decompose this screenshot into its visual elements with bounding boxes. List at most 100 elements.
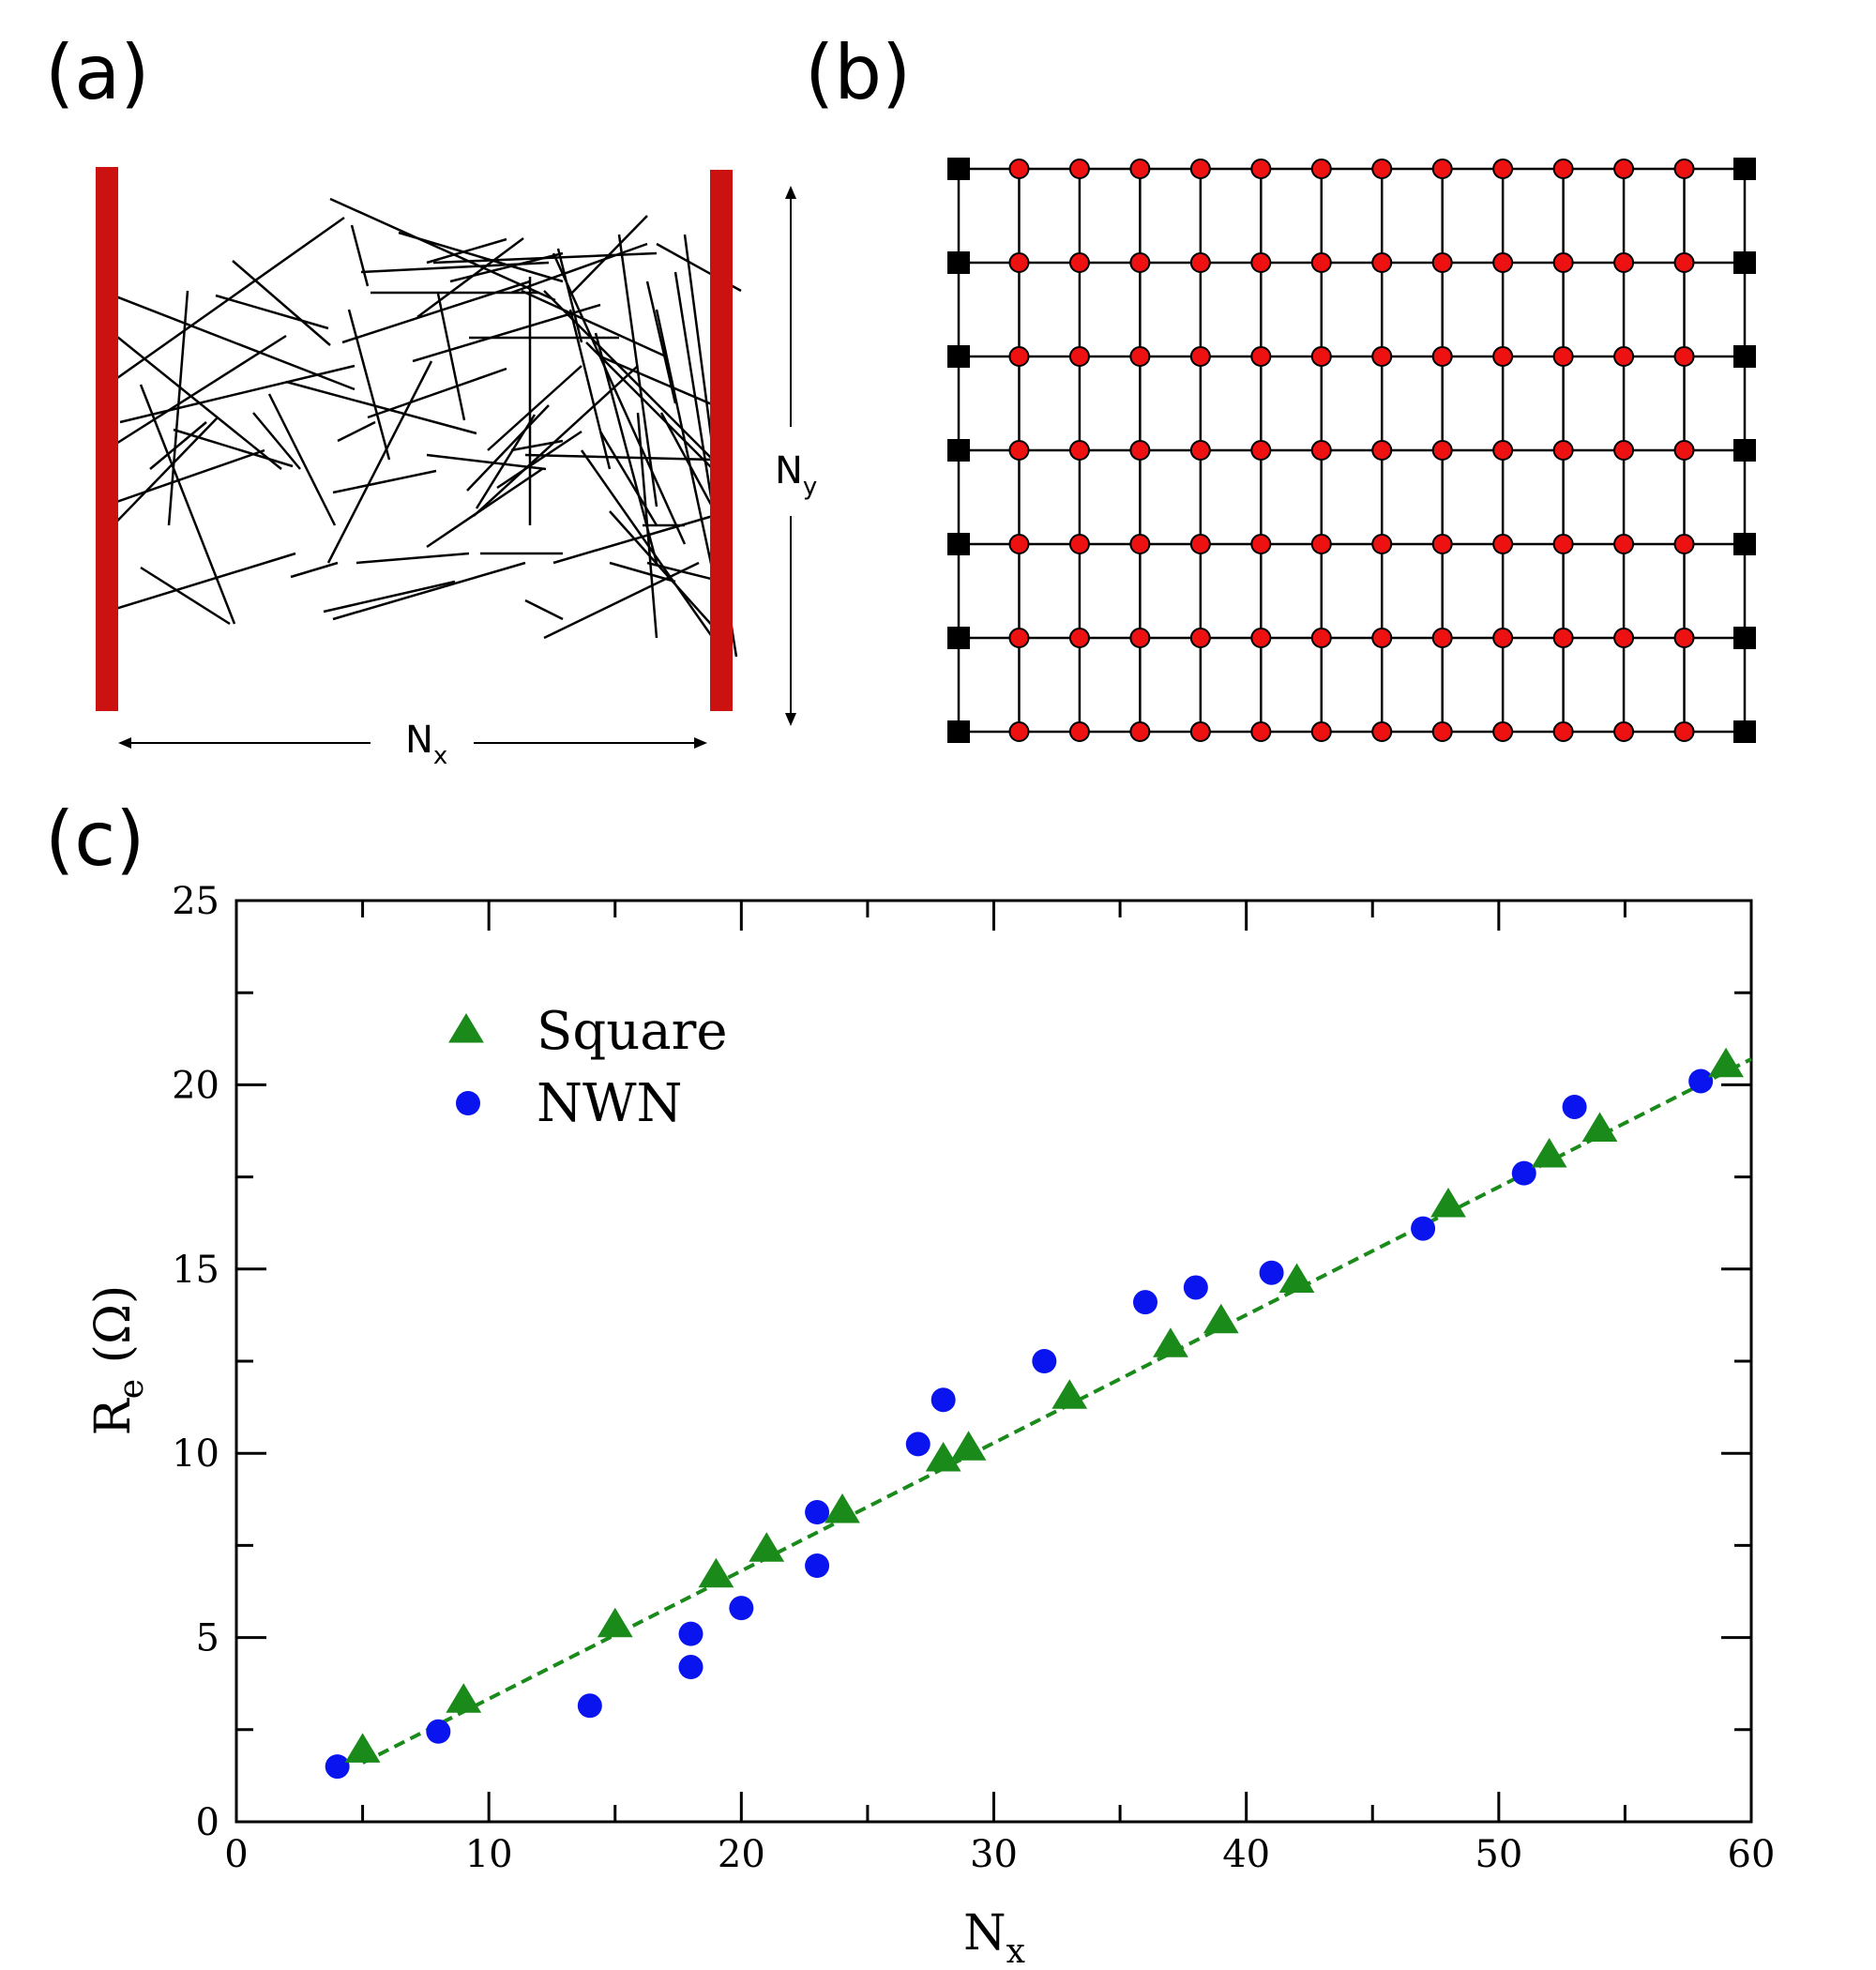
nanowire-74	[449, 251, 564, 283]
nanowire-11	[173, 428, 294, 468]
x-tick-label: 10	[465, 1833, 513, 1876]
nanowire-42	[543, 290, 714, 461]
lattice-node	[1189, 628, 1211, 648]
square-lattice-diagram	[947, 158, 1756, 743]
nanowire-8	[112, 552, 296, 612]
nanowire-43	[556, 248, 583, 343]
nwn-point-6	[805, 1553, 830, 1579]
lattice-node	[1431, 159, 1453, 179]
lattice-node	[1673, 346, 1695, 367]
legend: Square NWN	[448, 1001, 728, 1134]
lattice-node	[1189, 159, 1211, 179]
nanowire-61	[598, 431, 658, 526]
nanowire-12	[232, 260, 331, 346]
lattice-node	[1552, 440, 1574, 461]
lattice-node	[1431, 534, 1453, 554]
ny-label: Ny	[775, 449, 817, 501]
nanowire-75	[646, 561, 723, 583]
lattice-node	[1129, 534, 1151, 554]
nwn-point-17	[1688, 1068, 1714, 1094]
lattice-node	[1129, 440, 1151, 461]
lattice-node	[1492, 721, 1514, 742]
lattice-node	[1310, 534, 1332, 554]
nanowire-16	[323, 580, 456, 614]
square-point-8	[1051, 1379, 1088, 1409]
lattice-node	[1613, 159, 1635, 179]
lattice-node	[1310, 346, 1332, 367]
lattice-node	[1613, 628, 1635, 648]
lattice-node	[1129, 159, 1151, 179]
nanowire-68	[290, 561, 339, 579]
lattice-node	[1431, 440, 1453, 461]
square-point-14	[1581, 1112, 1618, 1142]
lattice-node	[1250, 628, 1272, 648]
nanowire-1	[100, 216, 345, 391]
legend-square-marker	[448, 1013, 484, 1043]
square-point-9	[1153, 1327, 1188, 1357]
lattice-node	[1371, 721, 1393, 742]
lattice-node	[1492, 159, 1514, 179]
nanowire-66	[356, 552, 470, 565]
nwn-point-15	[1511, 1160, 1536, 1186]
lattice-node	[1492, 440, 1514, 461]
nwn-point-11	[1133, 1290, 1157, 1315]
nanowire-30	[326, 360, 433, 564]
nanowire-39	[524, 453, 714, 462]
nanowire-41	[552, 252, 687, 545]
nanowire-62	[617, 234, 658, 508]
lattice-node	[1008, 440, 1030, 461]
terminal-node	[947, 158, 970, 180]
lattice-node	[1189, 721, 1211, 742]
nanowire-45	[585, 341, 723, 479]
lattice-node	[1250, 346, 1272, 367]
square-point-13	[1531, 1137, 1567, 1168]
nwn-point-13	[1259, 1260, 1284, 1285]
ny-dimension-arrow	[785, 186, 796, 726]
nanowire-51	[645, 280, 677, 404]
square-point-6	[925, 1442, 961, 1472]
lattice-node	[1673, 252, 1695, 273]
nanowire-3	[100, 334, 287, 455]
nanowire-38	[510, 439, 564, 452]
nwn-point-12	[1183, 1275, 1208, 1300]
square-point-5	[825, 1493, 860, 1523]
lattice-node	[1431, 252, 1453, 273]
terminal-node	[947, 345, 970, 368]
y-tick-label: 25	[172, 880, 219, 923]
nanowire-24	[426, 467, 543, 549]
square-point-0	[344, 1733, 381, 1763]
x-tick-label: 20	[718, 1833, 765, 1876]
lattice-node	[1008, 346, 1030, 367]
nanowire-35	[426, 237, 507, 265]
lattice-node	[1552, 159, 1574, 179]
lattice-node	[1250, 159, 1272, 179]
nanowire-69	[337, 420, 376, 443]
lattice-node	[1310, 252, 1332, 273]
lattice-node	[1068, 252, 1090, 273]
nanowire-70	[149, 421, 207, 470]
lattice-node	[1371, 534, 1393, 554]
square-point-1	[446, 1683, 482, 1713]
lattice-node	[1068, 440, 1090, 461]
nanowire-25	[436, 293, 466, 421]
lattice-node	[1371, 346, 1393, 367]
lattice-node	[1673, 440, 1695, 461]
legend-nwn-marker	[456, 1091, 480, 1115]
nanowire-6	[139, 384, 236, 625]
plot-frame	[234, 899, 1753, 1824]
nanowire-32	[329, 197, 556, 302]
terminal-node	[947, 720, 970, 743]
lattice-node	[1673, 628, 1695, 648]
data-points	[325, 1047, 1744, 1780]
nwn-point-3	[678, 1655, 704, 1680]
nanowire-13	[267, 393, 337, 526]
x-tick-label: 30	[970, 1833, 1018, 1876]
nanowire-36	[487, 365, 582, 451]
panel-c-label: (c)	[45, 796, 144, 883]
lattice-node	[1129, 628, 1151, 648]
nanowires	[100, 197, 742, 658]
nwn-point-16	[1562, 1094, 1587, 1119]
terminal-node	[1733, 345, 1756, 368]
lattice-node	[1008, 534, 1030, 554]
